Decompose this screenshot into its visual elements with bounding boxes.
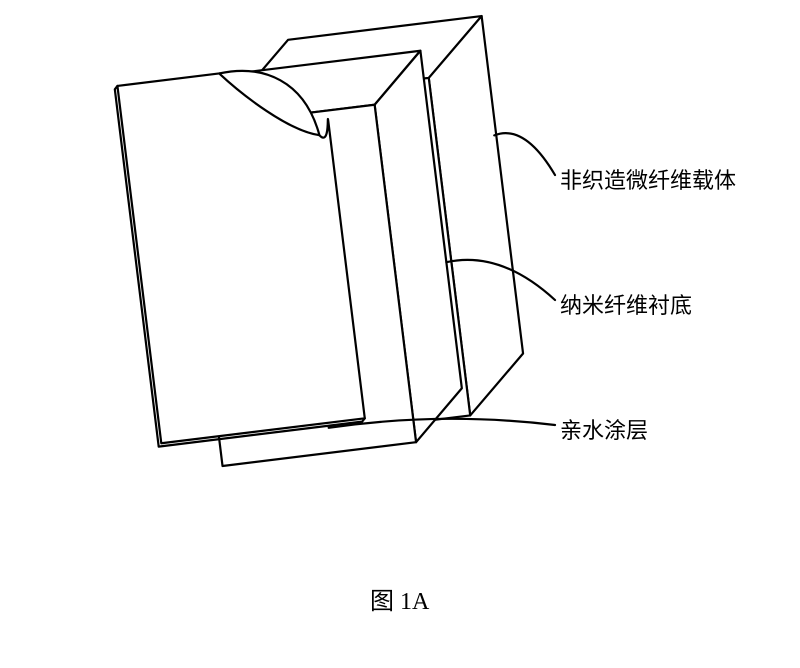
label-hydrophilic-coating: 亲水涂层 (560, 413, 648, 445)
label-nanofiber-substrate: 纳米纤维衬底 (560, 288, 692, 320)
figure-caption: 图 1A (370, 581, 429, 616)
label-nonwoven-microfiber-carrier: 非织造微纤维载体 (560, 163, 736, 195)
exploded-layer-diagram (0, 0, 800, 668)
